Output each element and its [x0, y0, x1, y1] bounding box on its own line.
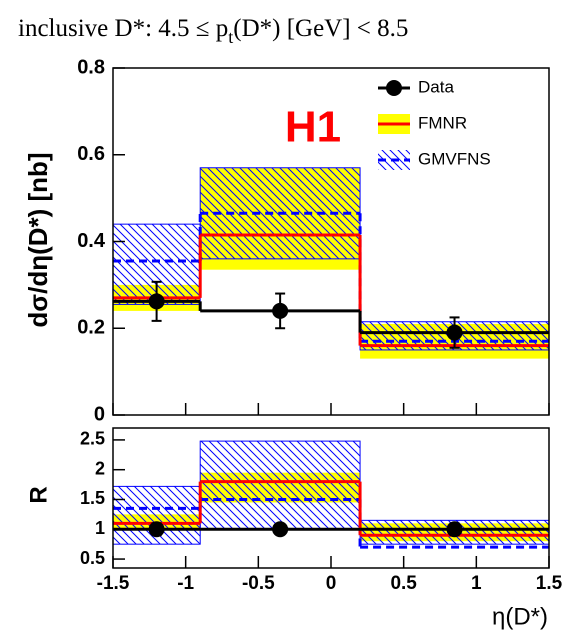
chart-title: inclusive D*: 4.5 ≤ pt(D*) [GeV] < 8.5	[18, 15, 408, 47]
y-tick-label: 0.8	[77, 56, 105, 78]
data-point	[148, 293, 165, 310]
legend-label: GMVFNS	[418, 149, 491, 168]
y-tick-label: 0.4	[77, 230, 106, 252]
legend-marker	[386, 80, 402, 96]
x-tick-label: -1	[177, 573, 194, 594]
x-axis-label: η(D*)	[492, 603, 548, 630]
y-tick-label: 0.2	[77, 317, 105, 339]
x-tick-label: 0.5	[390, 573, 417, 594]
x-tick-label: 0	[326, 573, 337, 594]
y-tick-label: 0	[94, 403, 105, 425]
y-axis-label: dσ/dη(D*) [nb]	[23, 152, 53, 327]
x-tick-label: 1	[471, 573, 482, 594]
x-tick-label: -0.5	[242, 573, 275, 594]
title-part: (D*) [GeV] < 8.5	[233, 15, 408, 42]
title-subscript: t	[228, 27, 233, 47]
y-axis-label: R	[25, 486, 52, 503]
data-point	[446, 324, 463, 341]
band	[199, 440, 361, 530]
y-tick-label: 2.5	[80, 429, 105, 449]
annotation: H1	[285, 103, 341, 152]
legend-label: Data	[418, 77, 454, 96]
data-point	[272, 302, 289, 319]
x-tick-label: -1.5	[97, 573, 130, 594]
y-tick-label: 2	[95, 458, 105, 478]
legend-label: FMNR	[418, 113, 467, 132]
data-point	[148, 521, 165, 538]
y-tick-label: 1	[95, 518, 105, 538]
y-tick-label: 1.5	[80, 488, 105, 508]
x-tick-label: 1.5	[536, 573, 563, 594]
data-point	[272, 521, 289, 538]
y-tick-label: 0.6	[77, 143, 105, 165]
title-part: inclusive D*: 4.5 ≤ p	[18, 15, 228, 42]
data-point	[446, 521, 463, 538]
y-tick-label: 0.5	[80, 548, 105, 568]
